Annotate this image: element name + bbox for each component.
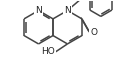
Text: O: O	[90, 28, 97, 37]
Text: HO: HO	[41, 47, 55, 56]
Text: N: N	[64, 6, 71, 15]
Text: N: N	[35, 6, 42, 15]
